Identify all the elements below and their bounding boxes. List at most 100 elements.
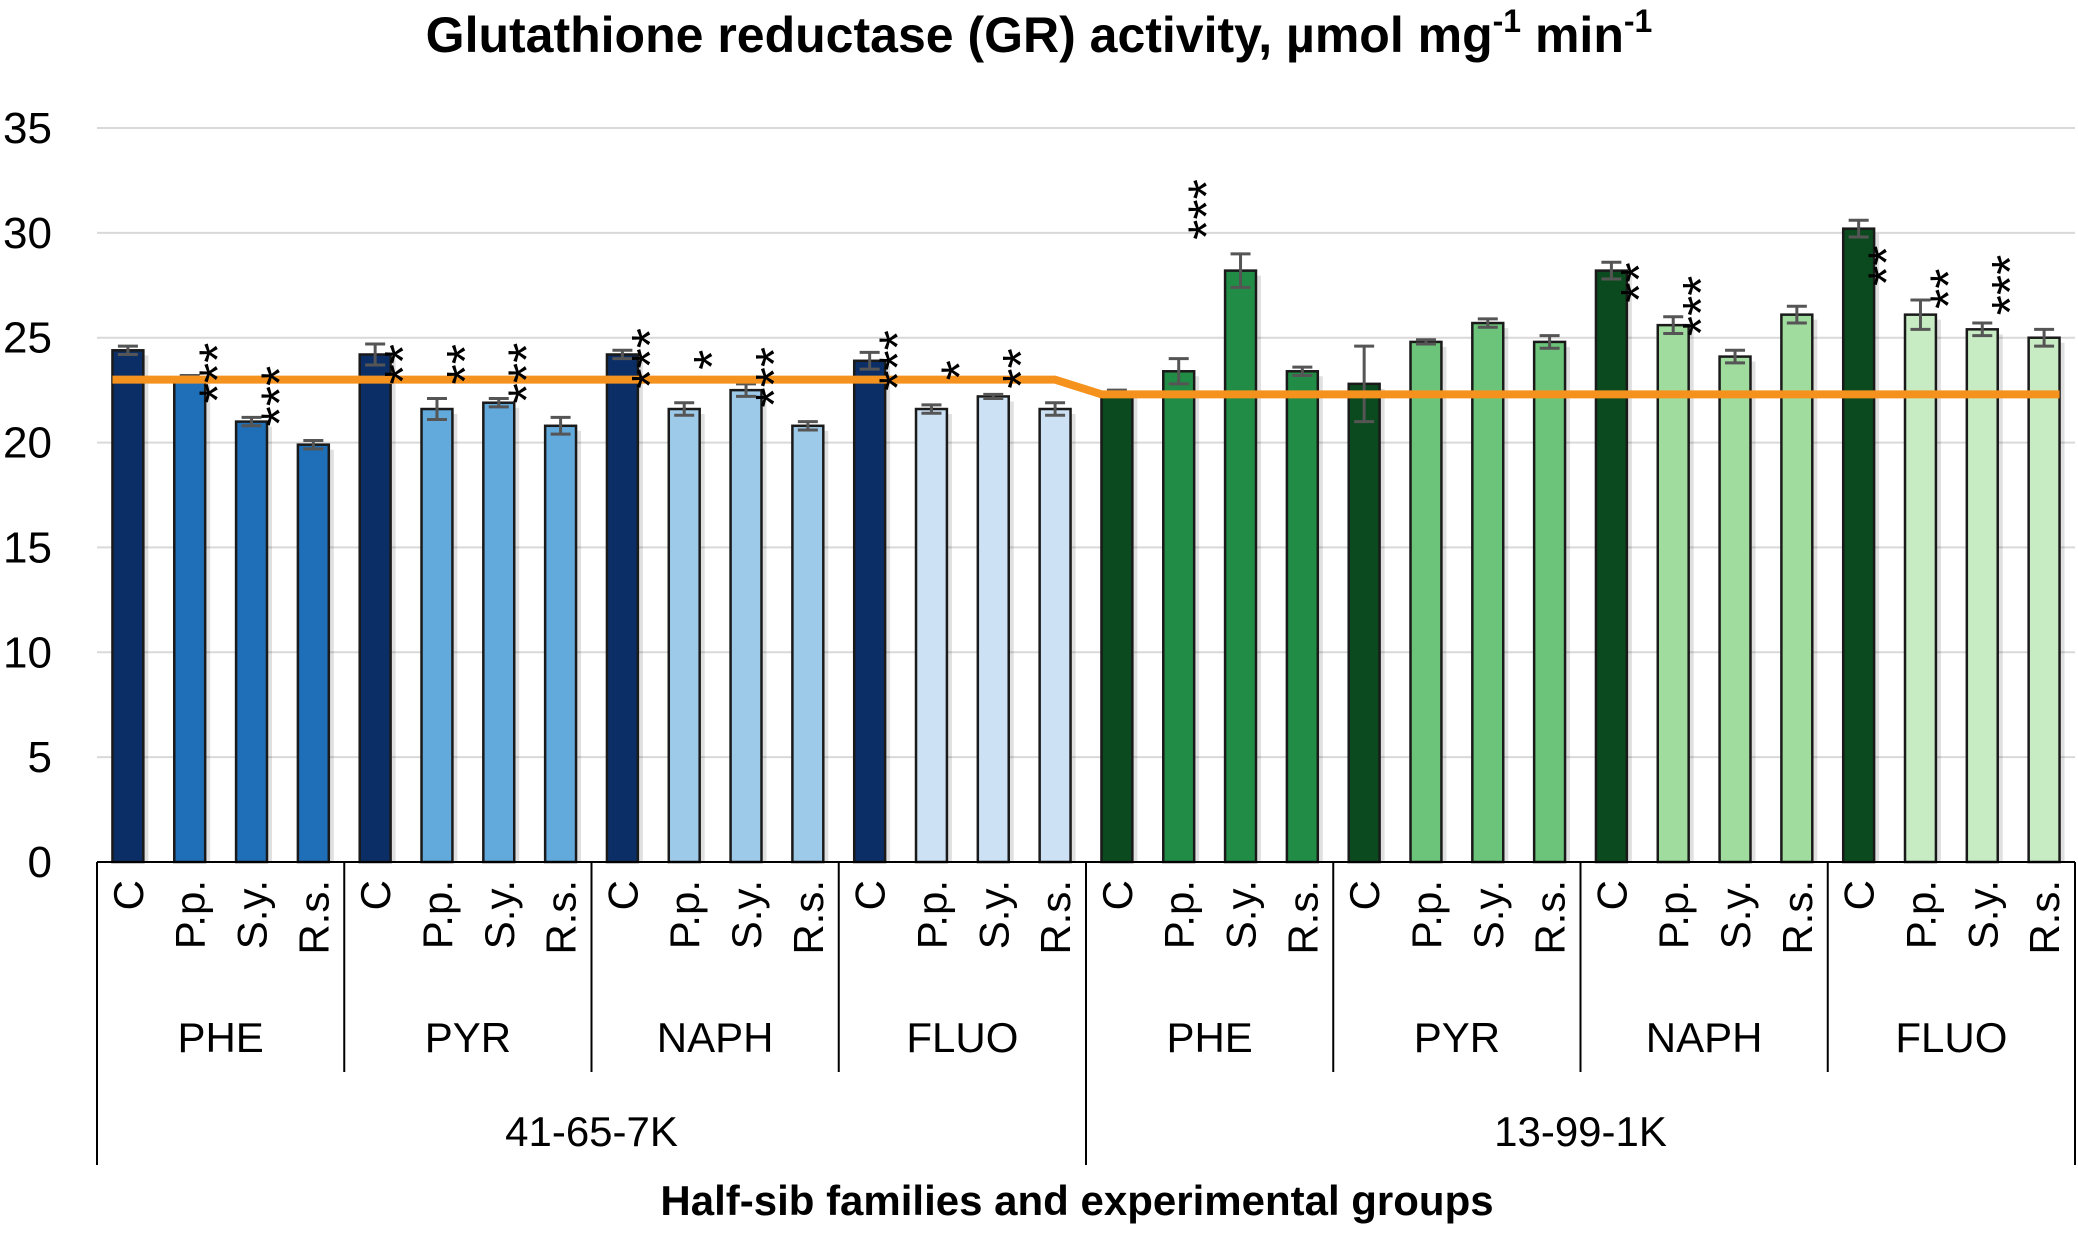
- significance-stars: ***: [1673, 276, 1731, 337]
- y-tick-label: 10: [3, 628, 52, 677]
- y-tick-label: 15: [3, 523, 52, 572]
- bar-13-99-1K-PHE-P.p.: [1162, 370, 1196, 864]
- bar-41-65-7K-PHE-C: [111, 349, 145, 864]
- x-category-label: S.y.: [1959, 880, 2006, 949]
- bar-13-99-1K-PHE-S.y.: [1223, 269, 1258, 864]
- x-axis-categories: C P.p. S.y. R.s. C P.p. S.y. R.s. C P.p. S.y. R.s. C…: [96, 861, 2076, 1165]
- significance-stars: *: [684, 350, 742, 370]
- x-category-label: P.p.: [661, 880, 708, 949]
- bar-13-99-1K-NAPH-R.s.: [1780, 313, 1814, 864]
- y-tick-label: 25: [3, 314, 52, 363]
- x-category-label: C: [352, 880, 399, 910]
- x-category-label: R.s.: [1774, 880, 1821, 955]
- control-mean-reference-line: [112, 375, 2060, 399]
- bar-13-99-1K-FLUO-P.p.: [1903, 313, 1938, 864]
- x-category-label: P.p.: [1897, 880, 1944, 949]
- x-group-label: PHE: [1166, 1014, 1252, 1061]
- significance-stars: ***: [622, 328, 680, 389]
- bars-layer: [111, 218, 2065, 864]
- y-tick-label: 20: [3, 419, 52, 468]
- x-category-label: P.p.: [1156, 880, 1203, 949]
- x-group-label: NAPH: [657, 1014, 774, 1061]
- x-category-label: S.y.: [229, 880, 276, 949]
- x-category-label: P.p.: [908, 880, 955, 949]
- significance-stars: **: [993, 348, 1051, 388]
- bar-13-99-1K-FLUO-S.y.: [1965, 328, 1999, 864]
- bar-41-65-7K-PYR-C: [358, 353, 392, 864]
- significance-stars: **: [1858, 245, 1916, 285]
- x-group-label: PYR: [425, 1014, 511, 1061]
- bar-41-65-7K-FLUO-R.s.: [1038, 407, 1072, 864]
- significance-stars: ***: [499, 343, 557, 404]
- x-category-label: C: [1836, 880, 1883, 910]
- x-category-label: S.y.: [1712, 880, 1759, 949]
- bar-13-99-1K-PHE-R.s.: [1285, 370, 1320, 864]
- bar-13-99-1K-NAPH-C: [1594, 269, 1629, 864]
- significance-stars: ***: [869, 330, 927, 391]
- x-category-label: C: [847, 880, 894, 910]
- bar-41-65-7K-PHE-R.s.: [296, 443, 331, 864]
- chart-title: Glutathione reductase (GR) activity, µmo…: [426, 3, 1653, 63]
- significance-stars: ***: [190, 343, 248, 404]
- bar-41-65-7K-NAPH-C: [605, 353, 640, 864]
- y-tick-label: 35: [3, 104, 52, 153]
- x-group-label: NAPH: [1646, 1014, 1763, 1061]
- x-category-label: P.p.: [1403, 880, 1450, 949]
- bar-13-99-1K-PYR-P.p.: [1409, 340, 1443, 864]
- x-category-label: S.y.: [1465, 880, 1512, 949]
- x-category-label: S.y.: [723, 880, 770, 949]
- x-axis-label: Half-sib families and experimental group…: [660, 1177, 1493, 1224]
- bar-41-65-7K-PHE-S.y.: [234, 420, 269, 864]
- x-category-label: R.s.: [1279, 880, 1326, 955]
- x-family-label: 41-65-7K: [505, 1108, 678, 1155]
- y-tick-label: 5: [28, 733, 52, 782]
- x-category-label: C: [1588, 880, 1635, 910]
- x-category-label: R.s.: [785, 880, 832, 955]
- x-category-label: R.s.: [538, 880, 585, 955]
- significance-stars: ***: [1982, 255, 2040, 316]
- bar-13-99-1K-PYR-C: [1347, 382, 1381, 864]
- x-category-label: S.y.: [970, 880, 1017, 949]
- x-group-label: FLUO: [906, 1014, 1018, 1061]
- significance-layer: *** ***** ** *** *** * *** *** * ******* ******* **…: [190, 179, 2041, 426]
- bar-41-65-7K-NAPH-P.p.: [667, 407, 701, 864]
- x-category-label: S.y.: [1218, 880, 1265, 949]
- x-category-label: C: [1094, 880, 1141, 910]
- bar-13-99-1K-FLUO-C: [1841, 227, 1876, 864]
- significance-stars: ***: [746, 347, 804, 408]
- significance-stars: **: [1920, 269, 1978, 309]
- x-category-label: P.p.: [1650, 880, 1697, 949]
- bar-41-65-7K-FLUO-P.p.: [914, 407, 949, 864]
- x-category-label: P.p.: [167, 880, 214, 949]
- bar-13-99-1K-FLUO-R.s.: [2027, 336, 2061, 864]
- bar-41-65-7K-PYR-R.s.: [543, 424, 578, 864]
- significance-stars: ***: [1179, 179, 1237, 240]
- x-category-label: C: [599, 880, 646, 910]
- x-category-label: C: [105, 880, 152, 910]
- x-category-label: P.p.: [414, 880, 461, 949]
- bar-13-99-1K-PHE-C: [1100, 390, 1134, 864]
- significance-stars: **: [1611, 262, 1669, 302]
- y-tick-label: 0: [28, 838, 52, 887]
- bar-13-99-1K-PYR-S.y.: [1471, 321, 1505, 864]
- control-mean-reference-layer: [112, 375, 2060, 399]
- bar-13-99-1K-PYR-R.s.: [1532, 340, 1567, 864]
- bar-13-99-1K-NAPH-P.p.: [1656, 323, 1690, 864]
- x-family-label: 13-99-1K: [1494, 1108, 1667, 1155]
- bar-41-65-7K-PYR-S.y.: [482, 401, 516, 864]
- x-category-label: R.s.: [2021, 880, 2068, 955]
- bar-41-65-7K-NAPH-S.y.: [729, 388, 763, 864]
- significance-stars: **: [375, 344, 433, 384]
- y-axis-ticks: 0 5 10 15 20 25 30 35: [3, 104, 52, 887]
- significance-stars: *: [931, 360, 989, 380]
- significance-stars: **: [437, 344, 495, 384]
- x-category-label: R.s.: [1527, 880, 1574, 955]
- x-group-label: PHE: [177, 1014, 263, 1061]
- x-category-label: R.s.: [1032, 880, 1079, 955]
- bar-41-65-7K-PHE-P.p.: [173, 376, 207, 864]
- bar-41-65-7K-PYR-P.p.: [420, 407, 454, 864]
- bar-13-99-1K-NAPH-S.y.: [1718, 355, 1752, 864]
- x-group-label: PYR: [1414, 1014, 1500, 1061]
